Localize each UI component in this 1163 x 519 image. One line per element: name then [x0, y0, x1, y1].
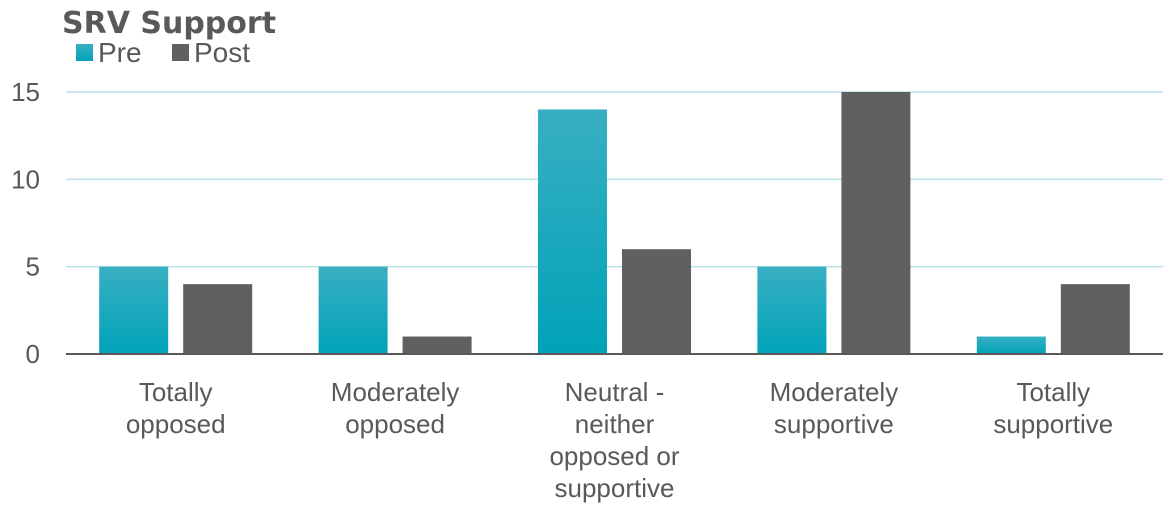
legend-label-post: Post — [194, 37, 250, 68]
bar-post-3 — [841, 92, 910, 354]
bar-pre-4 — [977, 337, 1046, 354]
x-category-label-3: Moderately supportive — [770, 377, 899, 439]
bar-pre-1 — [319, 267, 388, 354]
bar-pre-3 — [757, 267, 826, 354]
bar-post-0 — [183, 284, 252, 354]
legend-label-pre: Pre — [98, 37, 142, 68]
x-category-label-line: neither — [575, 409, 655, 439]
chart-title: SRV Support — [62, 6, 276, 41]
y-tick-label-10: 10 — [11, 164, 40, 194]
x-category-label-2: Neutral -neither opposed or supportive — [549, 377, 679, 503]
bar-post-4 — [1061, 284, 1130, 354]
x-category-label-line: Moderately — [331, 377, 460, 407]
bar-pre-2 — [538, 109, 607, 354]
x-category-label-1: Moderately opposed — [331, 377, 460, 439]
x-category-label-line: opposed — [126, 409, 226, 439]
x-category-label-line: Moderately — [770, 377, 899, 407]
x-category-label-line: supportive — [993, 409, 1113, 439]
bars — [99, 92, 1130, 354]
x-category-label-line: Totally — [139, 377, 213, 407]
bar-post-2 — [622, 249, 691, 354]
x-category-label-0: Totally opposed — [126, 377, 226, 439]
x-category-label-line: opposed — [345, 409, 445, 439]
legend-swatch-pre — [76, 44, 93, 61]
bar-post-1 — [403, 337, 472, 354]
legend: Pre Post — [76, 37, 250, 68]
gridlines — [66, 92, 1163, 267]
x-category-label-line: opposed or — [549, 441, 679, 471]
x-category-label-line: supportive — [555, 473, 675, 503]
bar-pre-0 — [99, 267, 168, 354]
y-axis-ticks: 0 5 10 15 — [11, 77, 40, 369]
y-tick-label-0: 0 — [26, 339, 40, 369]
x-category-label-line: Neutral - — [565, 377, 665, 407]
y-tick-label-5: 5 — [26, 252, 40, 282]
x-category-label-line: supportive — [774, 409, 894, 439]
y-tick-label-15: 15 — [11, 77, 40, 107]
x-category-label-4: Totally supportive — [993, 377, 1113, 439]
x-category-label-line: Totally — [1016, 377, 1090, 407]
legend-swatch-post — [172, 44, 189, 61]
